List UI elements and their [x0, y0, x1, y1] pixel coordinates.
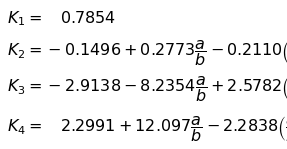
Text: $K_3 = -2.9138 - 8.2354\dfrac{a}{b} + 2.5782\left(\dfrac{a}{b}\right)^2$: $K_3 = -2.9138 - 8.2354\dfrac{a}{b} + 2.…: [7, 74, 287, 104]
Text: $K_4 = \quad 2.2991 + 12.097\dfrac{a}{b} - 2.2838\left(\dfrac{a}{b}\right)^2$: $K_4 = \quad 2.2991 + 12.097\dfrac{a}{b}…: [7, 114, 287, 143]
Text: $K_1 = \quad 0.7854$: $K_1 = \quad 0.7854$: [7, 10, 116, 28]
Text: $K_2 = -0.1496 + 0.2773\dfrac{a}{b} - 0.2110\left(\dfrac{a}{b}\right)^2$: $K_2 = -0.1496 + 0.2773\dfrac{a}{b} - 0.…: [7, 38, 287, 67]
